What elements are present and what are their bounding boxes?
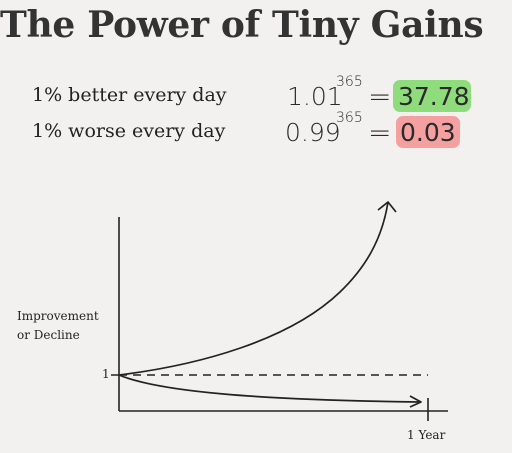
worse-base: 0.99 — [285, 118, 341, 147]
worse-equals-sign: = — [368, 116, 392, 149]
decline-arrow-head — [409, 395, 422, 408]
better-base: 1.01 — [287, 82, 343, 111]
baseline-value-label: 1 — [102, 367, 110, 381]
x-axis-end-label: 1 Year — [407, 428, 446, 442]
worse-exponent: 365 — [336, 110, 363, 126]
page-title: The Power of Tiny Gains — [0, 4, 484, 46]
y-axis-label-line1: Improvement — [17, 309, 99, 323]
better-result-highlight — [393, 80, 471, 112]
better-result: 37.78 — [398, 82, 470, 111]
decline-curve — [118, 374, 421, 403]
better-equals-sign: = — [368, 80, 392, 113]
better-exponent: 365 — [336, 74, 363, 90]
worse-every-day-label: 1% worse every day — [32, 120, 226, 142]
growth-curve — [118, 201, 389, 376]
y-axis-label-line2: or Decline — [17, 328, 80, 342]
worse-result: 0.03 — [400, 118, 456, 147]
growth-arrow-head — [377, 201, 397, 213]
better-every-day-label: 1% better every day — [32, 84, 227, 106]
worse-result-highlight — [396, 116, 460, 148]
